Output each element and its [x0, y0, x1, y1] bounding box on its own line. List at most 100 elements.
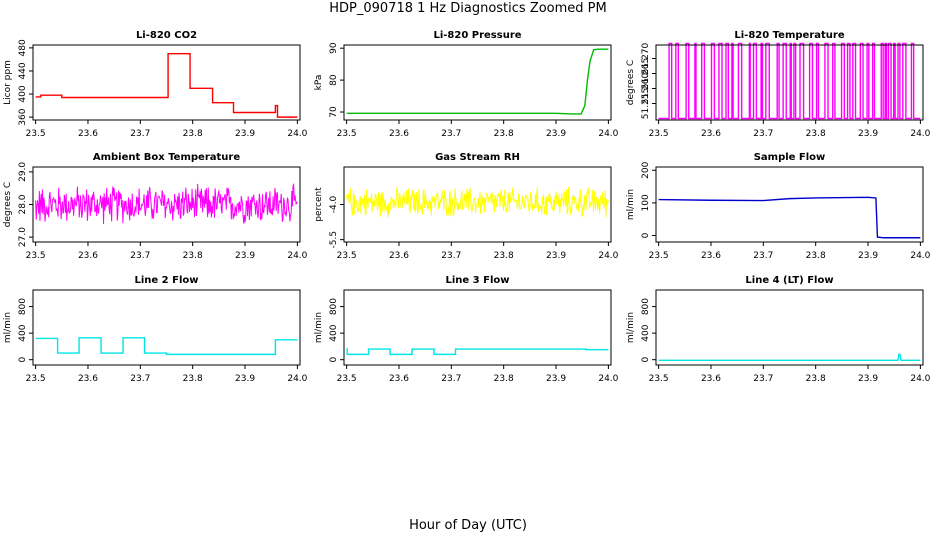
panel-5-xtick-label: 23.9: [546, 251, 566, 261]
panel-9-xtick-label: 23.7: [753, 374, 773, 384]
panel-6-xtick-label: 23.9: [858, 251, 878, 261]
panel-8-title: Line 3 Flow: [446, 275, 510, 286]
panel-2-title: Li-820 Pressure: [433, 30, 521, 41]
panel-1-frame: [32, 44, 301, 121]
panel-6-xtick-label: 24.0: [910, 251, 930, 261]
panel-1-ytick-label: 360: [18, 108, 28, 125]
panel-8-ytick-label: 400: [329, 324, 339, 341]
panel-7-series-line: [35, 337, 298, 356]
panel-5-title: Gas Stream RH: [435, 152, 520, 163]
panel-1-ytick-label: 400: [18, 85, 28, 102]
panel-1-title: Li-820 CO2: [136, 30, 197, 41]
panel-2-xtick-label: 23.8: [494, 129, 514, 139]
panel-8-ylabel: ml/min: [314, 312, 324, 343]
panel-7-ytick-label: 0: [18, 357, 28, 363]
panel-5-xtick-label: 24.0: [598, 251, 618, 261]
panel-9-ytick-label: 400: [641, 324, 651, 341]
panel-4-ylabel: degrees C: [3, 182, 13, 227]
x-axis-title: Hour of Day (UTC): [409, 518, 527, 533]
panel-9-ylabel: ml/min: [626, 312, 636, 343]
panel-2-xtick-label: 23.5: [337, 129, 357, 139]
panel-3-xtick-label: 23.7: [753, 129, 773, 139]
panel-5-ylabel: percent: [314, 187, 324, 222]
figure-title: HDP_090718 1 Hz Diagnostics Zoomed PM: [329, 1, 607, 16]
panel-7-xtick-label: 23.7: [130, 374, 150, 384]
panel-9-xtick-label: 23.6: [701, 374, 721, 384]
panel-3-ytick-label: 51.260: [641, 72, 651, 104]
panel-7-xtick-label: 23.8: [183, 374, 203, 384]
panel-8-ytick-label: 0: [329, 357, 339, 363]
panel-6-xtick-label: 23.8: [806, 251, 826, 261]
panel-6-xtick-label: 23.7: [753, 251, 773, 261]
panel-8-ytick-label: 800: [329, 298, 339, 315]
panel-2-ytick-label: 80: [329, 74, 339, 86]
panel-3-xtick-label: 24.0: [910, 129, 930, 139]
panel-7-ytick-label: 800: [18, 298, 28, 315]
panel-3-xtick-label: 23.9: [858, 129, 878, 139]
panel-6-xtick-label: 23.5: [649, 251, 669, 261]
panel-4-ytick-label: 29.0: [18, 162, 28, 182]
panel-2-xtick-label: 23.7: [441, 129, 461, 139]
panel-9-frame: [655, 289, 924, 366]
panel-1-xtick-label: 23.8: [183, 129, 203, 139]
panel-7-xtick-label: 23.6: [78, 374, 98, 384]
panel-6-ytick-label: 200: [641, 161, 651, 178]
panel-8-xtick-label: 23.6: [389, 374, 409, 384]
panel-4-ytick-label: 28.0: [18, 194, 28, 214]
panel-3-frame: [655, 44, 924, 121]
panel-2-xtick-label: 23.6: [389, 129, 409, 139]
panel-3-ytick-label: 51.265: [641, 58, 651, 90]
panel-6-title: Sample Flow: [754, 152, 826, 163]
panel-4-xtick-label: 24.0: [287, 251, 307, 261]
panel-3-ytick-label: 51.255: [641, 88, 651, 120]
panel-4-frame: [32, 166, 301, 243]
panel-3-ytick-label: 51.270: [641, 42, 651, 74]
panel-4-xtick-label: 23.5: [26, 251, 46, 261]
panel-9-ytick-label: 0: [641, 357, 651, 363]
panel-9-xtick-label: 23.5: [649, 374, 669, 384]
panel-6-ytick-label: 100: [641, 194, 651, 211]
panel-2-frame: [343, 44, 612, 121]
panel-4-series-line: [35, 182, 298, 225]
panel-6-series-line: [658, 196, 921, 239]
panel-3-ylabel: degrees C: [626, 60, 636, 105]
panel-7-xtick-label: 23.9: [235, 374, 255, 384]
panel-7-xtick-label: 23.5: [26, 374, 46, 384]
panel-2-xtick-label: 23.9: [546, 129, 566, 139]
panel-7-title: Line 2 Flow: [135, 275, 199, 286]
panel-3-xtick-label: 23.8: [806, 129, 826, 139]
panel-2-series-line: [346, 48, 609, 115]
panel-2-ylabel: kPa: [314, 75, 324, 91]
panel-8-xtick-label: 23.7: [441, 374, 461, 384]
panel-8-frame: [343, 289, 612, 366]
panel-7-xtick-label: 24.0: [287, 374, 307, 384]
panel-9-xtick-label: 23.9: [858, 374, 878, 384]
panel-1-ytick-label: 440: [18, 62, 28, 79]
panel-2-ytick-label: 70: [329, 106, 339, 118]
panel-3-xtick-label: 23.5: [649, 129, 669, 139]
panel-5-series-line: [346, 186, 609, 218]
panel-5-ytick-label: -5.5: [329, 231, 339, 249]
panel-4-xtick-label: 23.8: [183, 251, 203, 261]
panel-3-title: Li-820 Temperature: [734, 30, 844, 41]
panel-9-ytick-label: 800: [641, 298, 651, 315]
panel-1-series-line: [35, 52, 298, 118]
panel-5-xtick-label: 23.5: [337, 251, 357, 261]
panel-3-xtick-label: 23.6: [701, 129, 721, 139]
panel-8-series-line: [346, 347, 609, 356]
panel-7-ytick-label: 400: [18, 324, 28, 341]
panel-8-xtick-label: 23.9: [546, 374, 566, 384]
panel-6-ylabel: ml/min: [626, 189, 636, 220]
panel-6-ytick-label: 0: [641, 232, 651, 238]
panel-7-frame: [32, 289, 301, 366]
panel-5-xtick-label: 23.8: [494, 251, 514, 261]
panel-9-xtick-label: 23.8: [806, 374, 826, 384]
panel-5-xtick-label: 23.6: [389, 251, 409, 261]
panel-8-xtick-label: 24.0: [598, 374, 618, 384]
panel-5-ytick-label: -4.0: [329, 195, 339, 213]
panel-9-series-line: [658, 353, 921, 362]
panel-6-frame: [655, 166, 924, 243]
panel-4-xtick-label: 23.7: [130, 251, 150, 261]
panel-4-xtick-label: 23.6: [78, 251, 98, 261]
